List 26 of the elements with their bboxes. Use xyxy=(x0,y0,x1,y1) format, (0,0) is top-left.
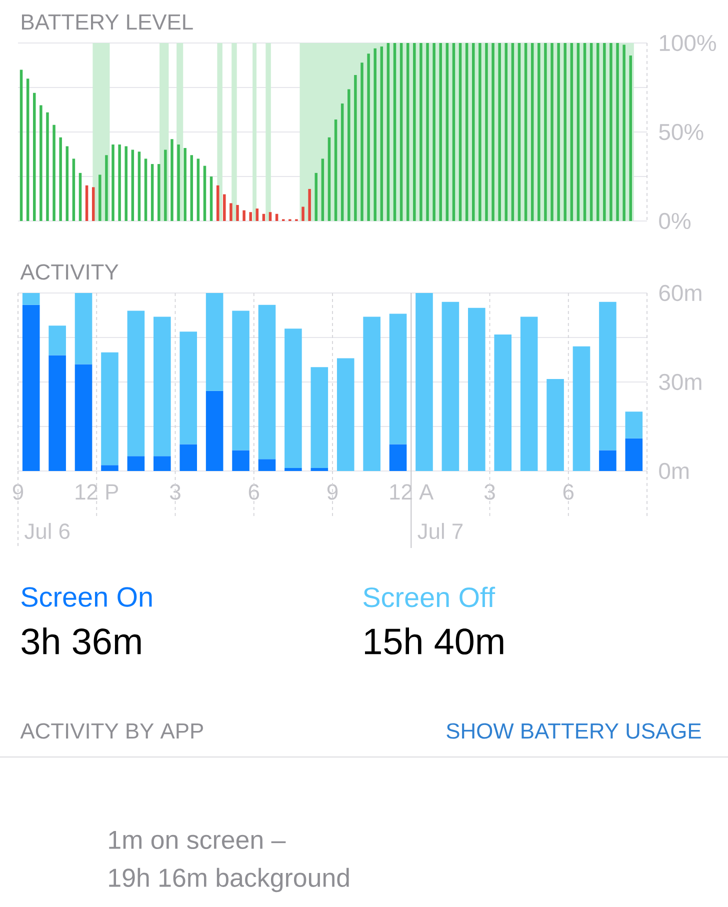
text: Screen Off xyxy=(363,586,496,608)
x-tick-label: 6 xyxy=(563,484,574,500)
chart-title: BATTERY LEVEL xyxy=(22,14,193,30)
x-tick-label: 12 A xyxy=(390,484,434,500)
y-tick-label: 100% xyxy=(660,34,716,52)
ref-line-label: Jul 6 xyxy=(24,522,70,540)
x-tick-label: 12 P xyxy=(76,484,118,500)
text: SHOW BATTERY USAGE xyxy=(446,723,701,739)
text: 15h 40m xyxy=(365,627,504,655)
text: ACTIVITY BY APP xyxy=(20,723,203,739)
y-tick-label: 60m xyxy=(659,284,702,302)
y-tick-label: 30m xyxy=(659,374,702,390)
text: 19h 16m background xyxy=(109,868,349,892)
y-tick-label: 0% xyxy=(659,212,691,230)
x-tick-label: 9 xyxy=(12,484,24,500)
x-tick-label: 6 xyxy=(248,484,260,500)
ref-line-label: Jul 7 xyxy=(418,522,463,540)
text: 1m on screen – xyxy=(109,830,286,850)
text: Screen On xyxy=(21,587,152,607)
x-tick-label: 9 xyxy=(327,484,338,500)
x-tick-label: 3 xyxy=(484,484,495,500)
y-tick-label: 0m xyxy=(659,462,689,480)
text: 3h 36m xyxy=(22,627,141,655)
x-tick-label: 3 xyxy=(170,484,180,500)
y-tick-label: 50% xyxy=(659,124,704,140)
chart-title: ACTIVITY xyxy=(20,264,118,280)
